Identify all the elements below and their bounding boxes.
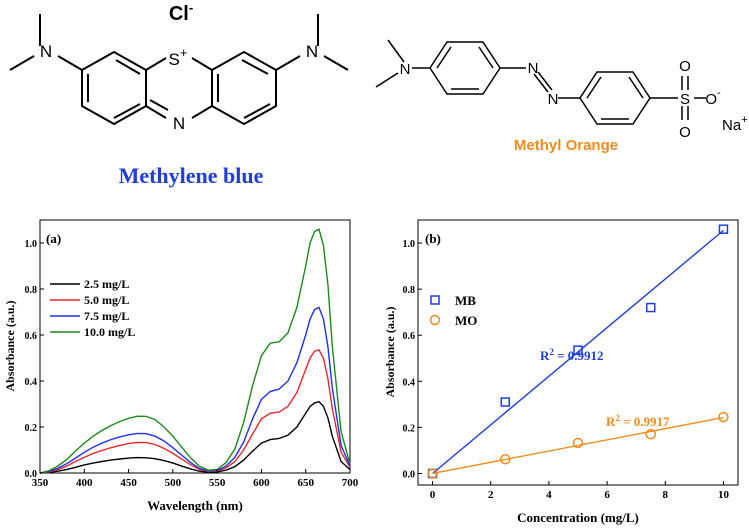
chart-a-y-tick-label: 0.0 bbox=[25, 469, 38, 480]
mb-counter-ion: Cl- bbox=[169, 0, 193, 25]
chart-b-point-mo bbox=[500, 453, 511, 465]
chart-b-y-tick-label: 0.0 bbox=[403, 469, 416, 480]
chart-a-y-tick-label: 1.0 bbox=[25, 239, 38, 250]
chart-a-legend-label: 7.5 mg/L bbox=[84, 309, 129, 323]
chart-a-y-tick-label: 0.8 bbox=[25, 285, 38, 296]
chart-b-x-tick-label: 0 bbox=[430, 489, 436, 501]
mo-oxygen-top: O bbox=[679, 58, 691, 75]
chart-b-x-tick-label: 8 bbox=[663, 489, 669, 501]
chart-b-legend-swatch bbox=[429, 314, 441, 326]
chart-b-ticks: 0 2 4 6 8 10 0.0 0.2 0.4 0.6 0.8 1.0 bbox=[403, 239, 730, 501]
chart-b-x-tick-label: 2 bbox=[488, 489, 494, 501]
chart-a-y-tick-label: 0.2 bbox=[25, 423, 38, 434]
chart-a-x-tick-label: 550 bbox=[209, 477, 226, 489]
mb-ring-nitrogen: N bbox=[173, 114, 185, 133]
chart-a-x-tick-label: 350 bbox=[32, 477, 49, 489]
methylene-blue-atoms: Cl- S+ N N N bbox=[40, 0, 318, 133]
chart-b-legend: MB MO bbox=[429, 293, 477, 328]
chart-b-y-tick-label: 1.0 bbox=[403, 239, 416, 250]
chart-b-y-tick-label: 0.6 bbox=[403, 331, 416, 342]
chart-a-series-line-1 bbox=[39, 349, 351, 474]
mo-amine-nitrogen: N bbox=[400, 61, 411, 78]
chart-a-legend-label: 2.5 mg/L bbox=[84, 277, 129, 291]
chart-a-legend-label: 5.0 mg/L bbox=[84, 293, 129, 307]
methyl-orange-atoms: N N N S O O O- Na+ bbox=[400, 58, 748, 141]
chart-a-x-tick-label: 450 bbox=[120, 477, 137, 489]
chart-b-x-tick-label: 4 bbox=[546, 489, 552, 501]
chart-a-y-tick-label: 0.4 bbox=[25, 377, 38, 388]
chart-a-y-tick-label: 0.6 bbox=[25, 331, 38, 342]
chart-a-frame bbox=[39, 219, 351, 474]
chart-b-x-tick-label: 10 bbox=[718, 489, 730, 501]
mb-ring-sulfur: S+ bbox=[169, 45, 188, 69]
chart-b-legend-swatch bbox=[430, 295, 440, 305]
chart-b-point-mo bbox=[645, 429, 656, 440]
chart-a-series-line-3 bbox=[39, 228, 351, 474]
chart-a-series bbox=[39, 228, 351, 474]
chart-a-ylabel: Absorbance (a.u.) bbox=[3, 300, 17, 391]
chart-b-series bbox=[427, 224, 729, 479]
chart-b: (b) 0 2 4 6 8 10 0.0 0.2 0.4 0.6 0.8 1.0 MB MO R2 = … bbox=[383, 219, 739, 525]
mo-azo-nitrogen-2: N bbox=[548, 91, 559, 108]
methylene-blue-structure bbox=[9, 14, 349, 125]
chart-a-ticks: 350 400 450 500 550 600 650 700 0.0 0.2 0.4 0.6 0.8 1… bbox=[25, 239, 359, 489]
chart-b-point-mo bbox=[572, 437, 584, 449]
methyl-orange-structure bbox=[375, 39, 706, 125]
chart-b-legend-label: MO bbox=[455, 313, 477, 328]
chart-a-x-tick-label: 700 bbox=[342, 477, 359, 489]
chart-a-x-tick-label: 400 bbox=[76, 477, 93, 489]
mo-azo-nitrogen-1: N bbox=[528, 60, 539, 77]
chart-a-x-tick-label: 500 bbox=[165, 477, 182, 489]
chart-b-y-tick-label: 0.8 bbox=[403, 285, 416, 296]
chart-b-x-tick-label: 6 bbox=[604, 489, 610, 501]
chart-b-point-mo bbox=[427, 468, 438, 479]
chart-a: (a) 350 400 450 500 550 600 650 700 0.0 0.2 0.4 0.6… bbox=[3, 219, 359, 513]
chart-b-point-mb bbox=[573, 345, 583, 355]
chart-b-xlabel: Concentration (mg/L) bbox=[517, 510, 639, 525]
chart-b-r2-mo: R2 = 0.9917 bbox=[606, 413, 670, 429]
chart-b-ylabel: Absorbance (a.u.) bbox=[383, 306, 397, 397]
chart-b-frame bbox=[417, 219, 739, 486]
chart-b-point-mb bbox=[718, 224, 729, 234]
chart-a-legend-label: 10.0 mg/L bbox=[84, 325, 135, 339]
chart-b-fit-line-mb bbox=[432, 229, 724, 475]
chart-a-x-tick-label: 600 bbox=[253, 477, 270, 489]
methyl-orange-name: Methyl Orange bbox=[514, 137, 618, 154]
methylene-blue-name: Methylene blue bbox=[119, 163, 264, 188]
mb-left-nitrogen: N bbox=[40, 42, 52, 61]
chart-b-r2-mb: R2 = 0.9912 bbox=[540, 347, 604, 363]
chart-a-panel-label: (a) bbox=[46, 231, 61, 246]
mo-counter-ion: Na+ bbox=[722, 114, 748, 134]
chart-b-point-mo bbox=[718, 411, 729, 423]
mo-oxygen-bottom: O bbox=[679, 124, 691, 141]
chart-b-y-tick-label: 0.2 bbox=[403, 423, 416, 434]
chart-b-panel-label: (b) bbox=[425, 231, 441, 246]
chart-a-xlabel: Wavelength (nm) bbox=[147, 498, 243, 513]
chart-a-x-tick-label: 650 bbox=[297, 477, 314, 489]
chart-b-legend-label: MB bbox=[455, 293, 476, 308]
mo-sulfur: S bbox=[680, 91, 690, 108]
chart-b-y-tick-label: 0.4 bbox=[403, 377, 416, 388]
chart-a-legend: 2.5 mg/L 5.0 mg/L 7.5 mg/L 10.0 mg/L bbox=[50, 277, 135, 339]
mo-oxygen-minus: O- bbox=[705, 87, 721, 108]
mb-right-nitrogen: N bbox=[306, 42, 318, 61]
chart-b-fit-line-mo bbox=[432, 416, 724, 475]
chart-b-point-mb bbox=[645, 302, 656, 313]
chart-b-point-mb bbox=[500, 397, 511, 407]
